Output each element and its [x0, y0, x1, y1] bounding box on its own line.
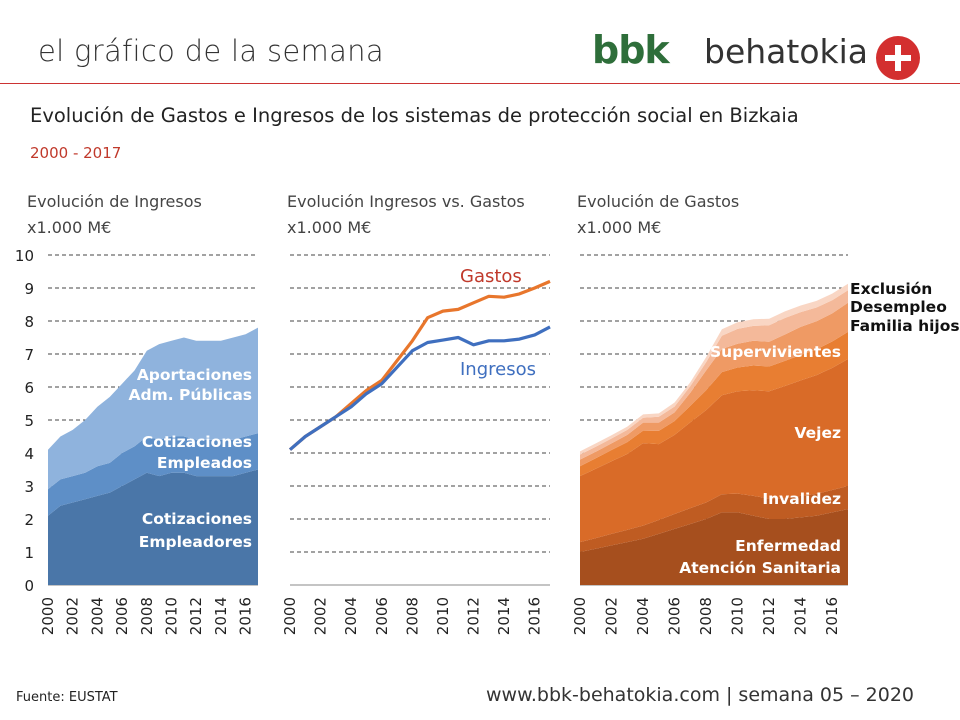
header-divider — [0, 83, 960, 84]
line-labels: Gastos Ingresos — [460, 266, 536, 380]
x-tick-label: 2006 — [113, 597, 131, 635]
panel-unit-gastos: x1.000 M€ — [577, 218, 662, 237]
panel-title-ingresos-vs-gastos: Evolución Ingresos vs. Gastos — [287, 192, 525, 211]
area-label-enfermedad-atenci-n-sanitaria: Atención Sanitaria — [679, 559, 841, 577]
area-enfermedad-atenci-n-sanitaria — [580, 509, 848, 585]
stacked-areas-panel-2 — [580, 283, 848, 585]
panel-title-ingresos: Evolución de Ingresos — [27, 192, 202, 211]
area-label-cotizaciones-empleadores: Cotizaciones — [142, 510, 252, 528]
area-label-aportaciones-adm-p-blicas: Adm. Públicas — [128, 386, 252, 404]
chart-main-title: Evolución de Gastos e Ingresos de los si… — [30, 104, 799, 127]
x-tick-label: 2000 — [281, 597, 299, 635]
y-tick-label: 1 — [24, 544, 34, 562]
line-label-gastos: Gastos — [460, 266, 522, 287]
y-tick-label: 7 — [24, 346, 34, 364]
footer-source: Fuente: EUSTAT — [16, 690, 118, 705]
area-label-cotizaciones-empleados: Empleados — [157, 454, 252, 472]
line-series — [288, 279, 551, 451]
logo-bbk: bbk — [592, 28, 670, 72]
x-tick-labels-panel-1: 2000 2002 2004 2006 2008 2010 2012 2014 2016 — [281, 597, 544, 635]
x-tick-label: 2002 — [64, 597, 82, 635]
x-tick-label: 2014 — [212, 597, 230, 635]
x-tick-label: 2004 — [634, 597, 652, 635]
x-tick-label: 2008 — [697, 597, 715, 635]
area-label-invalidez: Invalidez — [762, 490, 841, 508]
footer-url: www.bbk-behatokia.com | semana 05 – 2020 — [486, 684, 915, 706]
x-tick-label: 2012 — [760, 597, 778, 635]
page-header-title: el gráfico de la semana — [38, 34, 384, 68]
x-tick-label: 2010 — [163, 597, 181, 635]
stacked-areas-panel-0 — [48, 327, 258, 585]
line-label-ingresos: Ingresos — [460, 359, 536, 380]
area-label-vejez: Vejez — [794, 424, 841, 442]
x-tick-label: 2012 — [465, 597, 483, 635]
x-tick-label: 2014 — [495, 597, 513, 635]
x-tick-label: 2016 — [823, 597, 841, 635]
x-tick-label: 2016 — [526, 597, 544, 635]
x-tick-label: 2014 — [792, 597, 810, 635]
x-tick-label: 2006 — [373, 597, 391, 635]
area-label-cotizaciones-empleadores: Empleadores — [139, 533, 252, 551]
area-cotizaciones-empleadores — [48, 469, 258, 585]
area-label-familia-hijos: Familia hijos — [850, 317, 960, 335]
x-tick-label: 2000 — [571, 597, 589, 635]
x-tick-label: 2004 — [88, 597, 106, 635]
y-tick-label: 10 — [15, 247, 34, 265]
area-label-exclusi-n: Exclusión — [850, 280, 932, 298]
x-tick-label: 2008 — [138, 597, 156, 635]
x-tick-label: 2010 — [434, 597, 452, 635]
area-vejez — [580, 359, 848, 543]
line-ingresos — [288, 325, 551, 451]
y-tick-label: 8 — [24, 313, 34, 331]
y-tick-label: 5 — [24, 412, 34, 430]
area-label-enfermedad-atenci-n-sanitaria: Enfermedad — [735, 537, 841, 555]
panel-unit-ingresos: x1.000 M€ — [27, 218, 112, 237]
panel-unit-ingresos-vs-gastos: x1.000 M€ — [287, 218, 372, 237]
y-tick-label: 4 — [24, 445, 34, 463]
chart-subtitle: 2000 - 2017 — [30, 144, 122, 162]
y-tick-label: 9 — [24, 280, 34, 298]
area-desempleo — [580, 290, 848, 460]
area-label-desempleo: Desempleo — [850, 298, 947, 316]
x-tick-label: 2002 — [603, 597, 621, 635]
x-tick-label: 2012 — [187, 597, 205, 635]
x-tick-label: 2008 — [403, 597, 421, 635]
y-tick-label: 0 — [24, 577, 34, 595]
x-tick-labels-panel-0: 2000 2002 2004 2006 2008 2010 2012 2014 2016 — [39, 597, 255, 635]
area-label-supervivientes: Supervivientes — [710, 343, 841, 361]
y-tick-label: 3 — [24, 478, 34, 496]
area-invalidez — [580, 486, 848, 552]
area-label-aportaciones-adm-p-blicas: Aportaciones — [137, 366, 252, 384]
y-tick-labels: 0 1 2 3 4 5 6 7 8 9 10 — [15, 247, 34, 595]
area-supervivientes — [580, 331, 848, 477]
area-exclusi-n — [580, 283, 848, 455]
area-aportaciones-adm-p-blicas — [48, 327, 258, 490]
x-tick-labels-panel-2: 2000 2002 2004 2006 2008 2010 2012 2014 2016 — [571, 597, 841, 635]
x-tick-label: 2002 — [312, 597, 330, 635]
x-tick-label: 2004 — [342, 597, 360, 635]
area-familia-hijos — [580, 302, 848, 467]
logo-behatokia: behatokia — [704, 32, 869, 71]
area-labels-panel-2: Enfermedad Atención Sanitaria Invalidez Vej… — [679, 280, 959, 577]
x-tick-label: 2000 — [39, 597, 57, 635]
panel-title-gastos: Evolución de Gastos — [577, 192, 740, 211]
x-tick-label: 2010 — [729, 597, 747, 635]
area-cotizaciones-empleados — [48, 433, 258, 516]
area-label-cotizaciones-empleados: Cotizaciones — [142, 433, 252, 451]
x-tick-label: 2016 — [237, 597, 255, 635]
y-tick-label: 2 — [24, 511, 34, 529]
area-labels-panel-0: Cotizaciones Empleadores Cotizaciones Emple… — [128, 366, 252, 551]
x-tick-label: 2006 — [666, 597, 684, 635]
y-tick-label: 6 — [24, 379, 34, 397]
red-cross-icon — [876, 36, 920, 80]
